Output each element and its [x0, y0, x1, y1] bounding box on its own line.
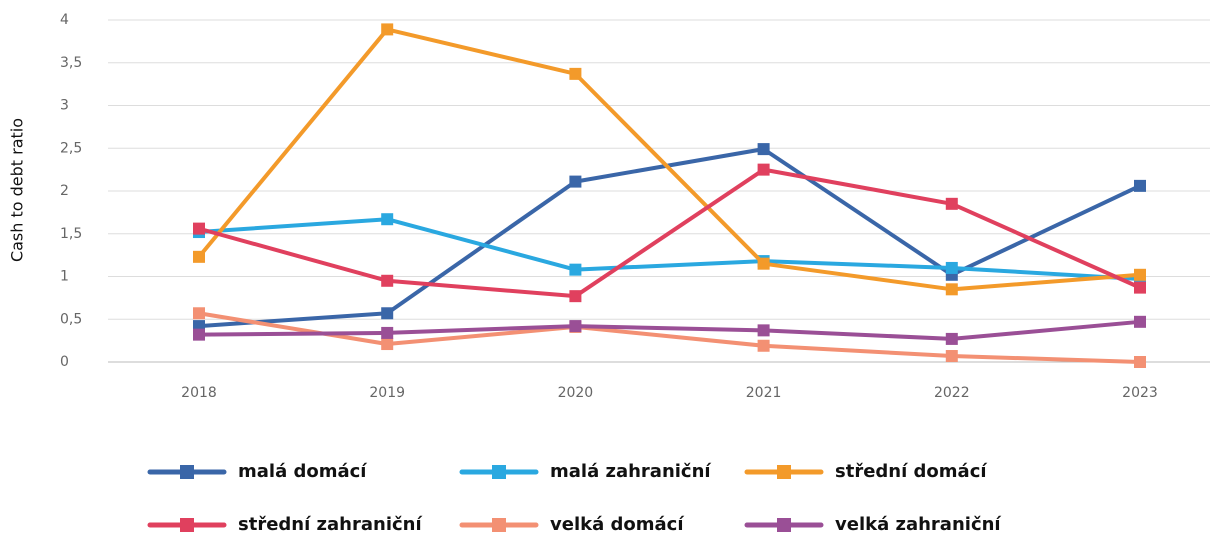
marker — [757, 324, 770, 337]
marker — [945, 350, 958, 363]
marker — [1134, 356, 1146, 368]
marker — [381, 274, 394, 287]
marker — [945, 197, 958, 210]
legend-marker — [492, 518, 506, 532]
legend-marker — [180, 518, 194, 532]
x-tick-label: 2018 — [181, 385, 217, 401]
legend-label: velká zahraniční — [835, 514, 1001, 535]
marker — [569, 320, 582, 333]
x-tick-label: 2022 — [934, 385, 970, 401]
y-tick-label: 0,5 — [60, 311, 82, 327]
legend-label: střední zahraniční — [238, 514, 422, 535]
legend-marker — [777, 465, 791, 479]
y-tick-label: 1 — [60, 269, 69, 285]
y-tick-label: 3 — [60, 98, 69, 114]
legend-marker — [492, 465, 506, 479]
y-tick-label: 2,5 — [60, 140, 82, 156]
marker — [757, 257, 770, 270]
y-tick-label: 2 — [60, 183, 69, 199]
x-tick-label: 2019 — [369, 385, 405, 401]
marker — [945, 261, 958, 274]
x-tick-label: 2023 — [1122, 385, 1158, 401]
marker — [381, 338, 394, 351]
legend-label: malá domácí — [238, 461, 367, 482]
marker — [1134, 179, 1146, 192]
series-line — [198, 311, 1141, 364]
marker — [945, 283, 958, 296]
marker — [569, 290, 582, 303]
x-tick-label: 2021 — [746, 385, 782, 401]
marker — [1134, 315, 1146, 328]
series-line — [198, 217, 1141, 282]
y-tick-label: 0 — [60, 354, 69, 370]
marker — [381, 213, 394, 226]
x-tick-label: 2020 — [558, 385, 594, 401]
marker — [757, 143, 770, 156]
marker — [381, 23, 394, 36]
series-line — [198, 167, 1141, 299]
y-axis-label: Cash to debt ratio — [8, 118, 27, 262]
marker — [757, 339, 770, 352]
marker — [569, 263, 582, 276]
marker — [381, 307, 394, 320]
legend-marker — [180, 465, 194, 479]
marker — [193, 250, 205, 263]
series-line — [197, 27, 1141, 292]
legend-label: malá zahraniční — [550, 461, 711, 482]
y-tick-label: 3,5 — [60, 55, 82, 71]
marker — [193, 222, 205, 235]
marker — [945, 332, 958, 345]
legend-label: střední domácí — [835, 461, 987, 482]
marker — [193, 328, 205, 341]
series-line — [198, 147, 1141, 329]
y-tick-label: 1,5 — [60, 226, 82, 242]
marker — [757, 163, 770, 176]
legend-label: velká domácí — [550, 514, 684, 535]
marker — [1134, 281, 1146, 294]
marker — [193, 307, 205, 320]
marker — [569, 175, 582, 188]
legend-marker — [777, 518, 791, 532]
y-tick-label: 4 — [60, 12, 69, 28]
series-line — [198, 319, 1141, 341]
marker — [569, 67, 582, 80]
marker — [381, 326, 394, 339]
marker — [1134, 268, 1146, 281]
